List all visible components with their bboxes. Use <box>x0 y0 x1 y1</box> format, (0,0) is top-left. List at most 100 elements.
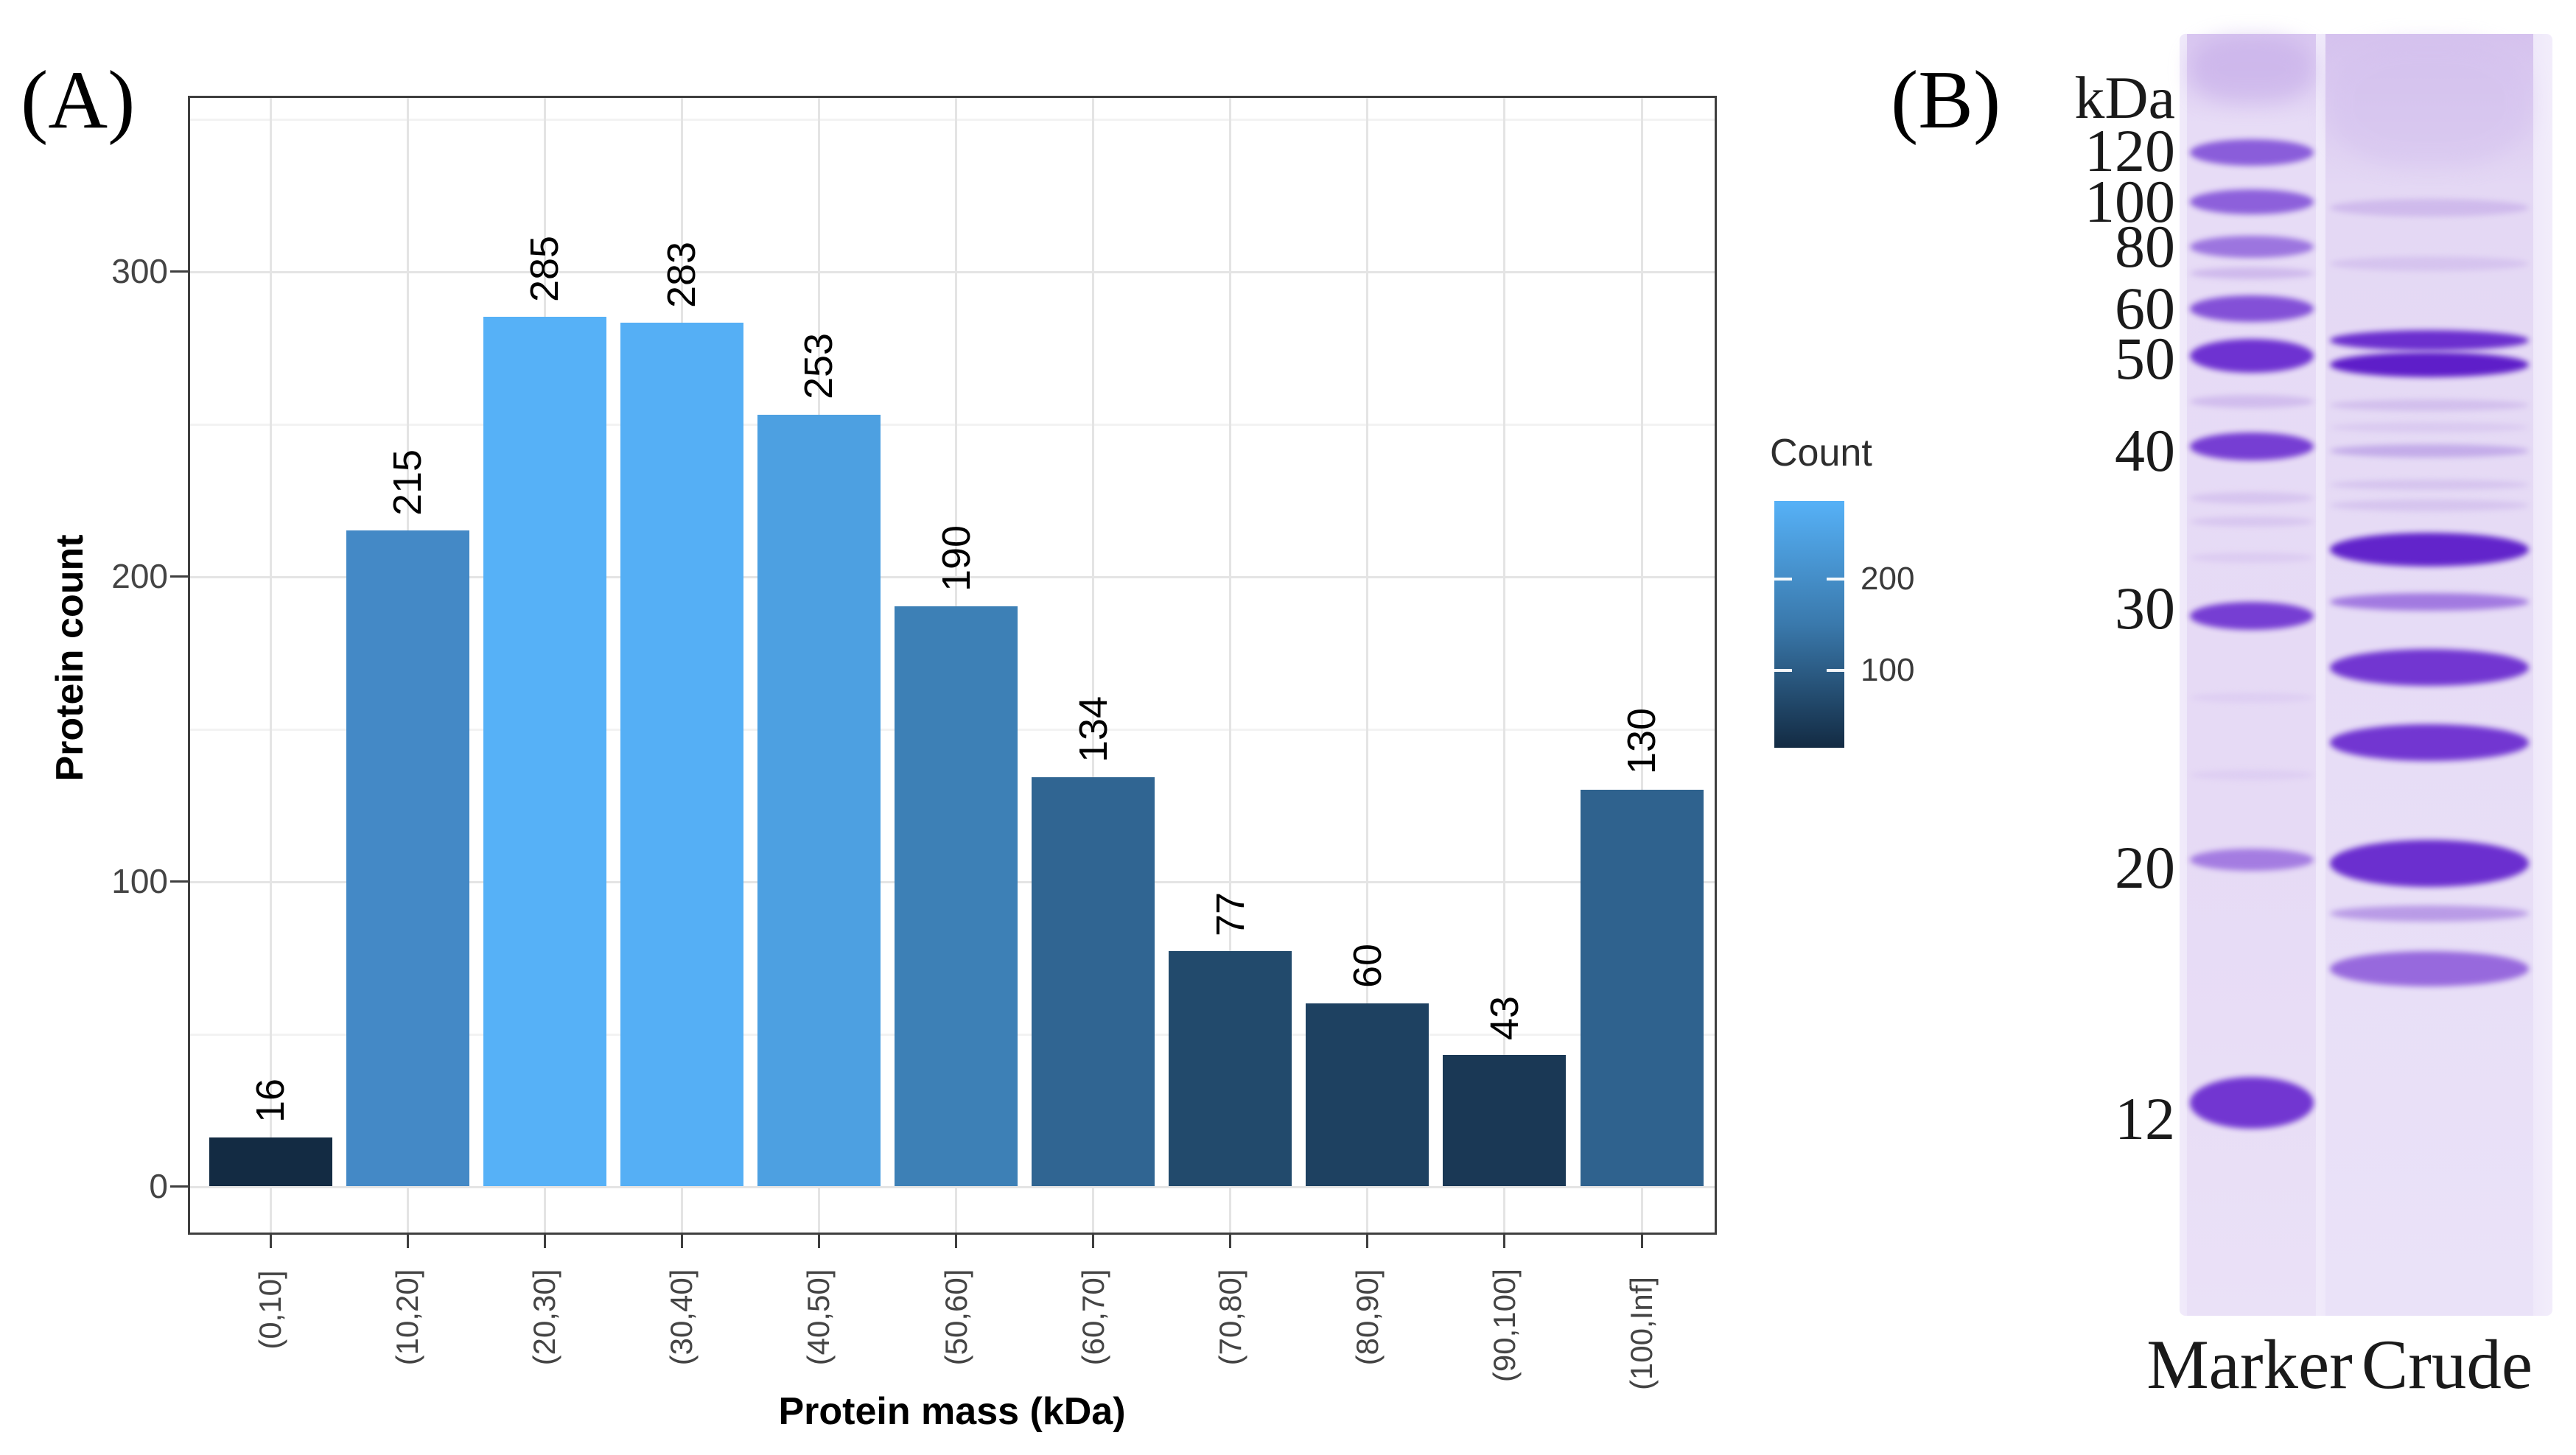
bar-(50,60] <box>895 606 1018 1186</box>
x-axis-tick <box>680 1235 683 1248</box>
legend-tick-mark <box>1827 577 1844 581</box>
x-axis-tick <box>1640 1235 1643 1248</box>
x-tick-label: (10,20] <box>390 1269 425 1366</box>
gel-lane-label-marker: Marker <box>2146 1325 2353 1403</box>
gel-band <box>2329 840 2530 887</box>
gel-band <box>2189 516 2314 527</box>
x-axis-tick <box>955 1235 957 1248</box>
bar-value-label: 130 <box>1620 708 1664 775</box>
gel-lane-label-crude: Crude <box>2361 1325 2533 1403</box>
gel-ladder-label-50: 50 <box>2115 325 2175 392</box>
gel-ladder-label-30: 30 <box>2115 575 2175 642</box>
gel-band <box>2329 444 2530 457</box>
legend-tick-mark <box>1774 669 1792 673</box>
gel-band <box>2329 480 2530 490</box>
gel-band <box>2189 339 2314 373</box>
gridline-major <box>188 1186 1717 1188</box>
bar-value-label: 253 <box>797 333 841 400</box>
gel-unit-label: kDa <box>2074 64 2175 131</box>
gel-band <box>2329 533 2530 567</box>
bar-value-label: 190 <box>934 525 979 592</box>
gridline-minor <box>188 424 1717 426</box>
bar-value-label: 134 <box>1071 695 1116 762</box>
gel-ladder-label-20: 20 <box>2115 834 2175 901</box>
gel-band <box>2189 236 2314 258</box>
gel-band <box>2329 41 2530 166</box>
gel-band <box>2329 499 2530 511</box>
bar-(30,40] <box>620 323 743 1186</box>
gel-band <box>2189 139 2314 166</box>
y-axis-title: Protein count <box>49 534 91 782</box>
y-axis-tick <box>170 880 188 883</box>
x-tick-label: (40,50] <box>801 1269 836 1366</box>
gel-band <box>2329 422 2530 432</box>
bar-value-label: 283 <box>659 241 704 309</box>
bar-(0,10] <box>209 1137 332 1186</box>
gel-band <box>2189 770 2314 780</box>
x-tick-label: (90,100] <box>1486 1269 1522 1383</box>
bar-value-label: 60 <box>1345 944 1390 989</box>
x-axis-tick <box>1366 1235 1369 1248</box>
gel-ladder-label-120: 120 <box>2085 117 2175 184</box>
bar-value-label: 16 <box>248 1078 293 1123</box>
bar-value-label: 77 <box>1208 891 1253 937</box>
gridline-vertical <box>1092 96 1095 1235</box>
bar-value-label: 285 <box>522 235 567 302</box>
gel-ladder-label-12: 12 <box>2115 1085 2175 1152</box>
gel-ladder-label-60: 60 <box>2115 275 2175 342</box>
x-tick-label: (60,70] <box>1075 1269 1110 1366</box>
x-axis-tick <box>543 1235 546 1248</box>
gel-band <box>2189 37 2314 103</box>
bar-(40,50] <box>757 414 881 1186</box>
legend-gradient-bar <box>1774 501 1844 748</box>
gel-lane-crude <box>2325 34 2533 1316</box>
legend-tick-label: 100 <box>1861 652 1915 689</box>
gel-image <box>2180 34 2552 1316</box>
gridline-vertical <box>269 96 272 1235</box>
gridline-major <box>188 271 1717 273</box>
x-axis-tick <box>1229 1235 1232 1248</box>
x-axis-tick <box>817 1235 820 1248</box>
y-axis-tick <box>170 575 188 578</box>
bar-(10,20] <box>346 530 469 1186</box>
bar-(90,100] <box>1443 1054 1567 1186</box>
gridline-vertical <box>1229 96 1232 1235</box>
gel-band <box>2189 295 2314 322</box>
gel-band <box>2329 330 2530 351</box>
y-tick-label: 0 <box>149 1167 168 1205</box>
gel-ladder-label-80: 80 <box>2115 213 2175 280</box>
x-tick-label: (0,10] <box>253 1269 287 1350</box>
gel-band <box>2189 492 2314 504</box>
y-tick-label: 100 <box>111 862 168 900</box>
x-tick-label: (70,80] <box>1212 1269 1247 1366</box>
x-axis-tick <box>406 1235 409 1248</box>
x-tick-label: (30,40] <box>664 1269 699 1366</box>
x-axis-title: Protein mass (kDa) <box>778 1390 1126 1433</box>
gel-band <box>2189 849 2314 871</box>
gridline-minor <box>188 119 1717 121</box>
bar-(60,70] <box>1032 777 1155 1186</box>
y-tick-label: 200 <box>111 557 168 595</box>
bar-value-label: 215 <box>385 449 430 516</box>
gel-band <box>2329 724 2530 761</box>
x-tick-label: (20,30] <box>527 1269 562 1366</box>
bar-chart-panel <box>188 96 1717 1235</box>
x-axis-tick <box>1503 1235 1506 1248</box>
gel-band <box>2189 189 2314 214</box>
gel-band <box>2329 905 2530 922</box>
x-axis-tick <box>269 1235 272 1248</box>
gel-band <box>2189 432 2314 460</box>
legend-tick-mark <box>1774 577 1792 581</box>
legend-tick-mark <box>1827 669 1844 673</box>
gel-band <box>2329 593 2530 611</box>
gridline-vertical <box>1640 96 1643 1235</box>
panel-a-label: (A) <box>21 55 136 146</box>
gel-ladder-label-40: 40 <box>2115 417 2175 484</box>
gel-band <box>2329 649 2530 686</box>
gel-lane-marker <box>2187 34 2316 1316</box>
x-tick-label: (80,90] <box>1349 1269 1385 1366</box>
gel-band <box>2329 256 2530 271</box>
bar-value-label: 43 <box>1482 995 1527 1040</box>
gel-band <box>2329 199 2530 217</box>
